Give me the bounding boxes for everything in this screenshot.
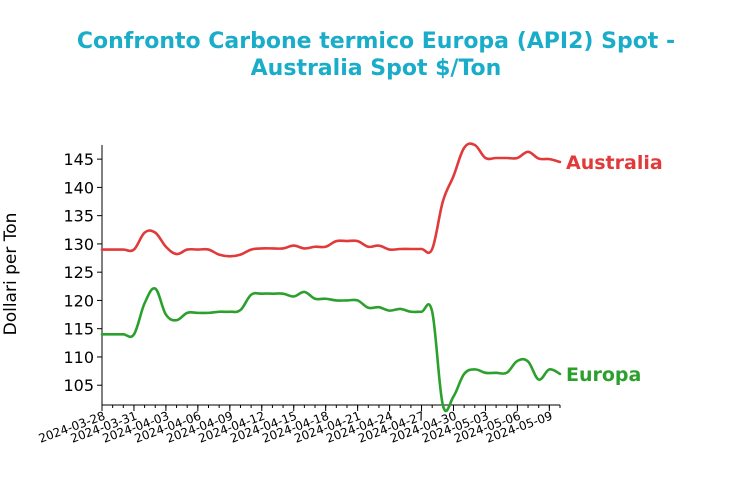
chart-title-line-1: Confronto Carbone termico Europa (API2) … bbox=[77, 29, 675, 54]
y-tick-label: 105 bbox=[63, 376, 94, 395]
y-tick-label: 130 bbox=[63, 235, 94, 254]
y-tick-label: 125 bbox=[63, 263, 94, 282]
y-axis-label: Dollari per Ton bbox=[1, 213, 21, 336]
series-line-australia bbox=[100, 142, 562, 258]
y-tick-label: 145 bbox=[63, 150, 94, 169]
y-tick-label: 115 bbox=[63, 320, 94, 339]
plot-area: 1051101151201251301351401452024-03-28202… bbox=[37, 142, 663, 446]
series-label-europa: Europa bbox=[566, 364, 641, 386]
y-tick-label: 140 bbox=[63, 178, 94, 197]
y-tick-label: 110 bbox=[63, 348, 94, 367]
series-line-europa bbox=[100, 287, 562, 413]
y-tick-label: 120 bbox=[63, 291, 94, 310]
chart-title-line-2: Australia Spot $/Ton bbox=[251, 56, 502, 81]
y-tick-label: 135 bbox=[63, 207, 94, 226]
series-label-australia: Australia bbox=[566, 152, 663, 174]
